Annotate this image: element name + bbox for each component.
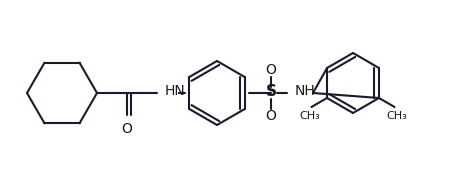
- Text: CH₃: CH₃: [386, 111, 407, 121]
- Text: NH: NH: [295, 84, 316, 98]
- Text: O: O: [122, 122, 132, 136]
- Text: O: O: [265, 63, 277, 77]
- Text: S: S: [265, 83, 277, 99]
- Text: O: O: [265, 109, 277, 123]
- Text: CH₃: CH₃: [299, 111, 320, 121]
- Text: HN: HN: [165, 84, 186, 98]
